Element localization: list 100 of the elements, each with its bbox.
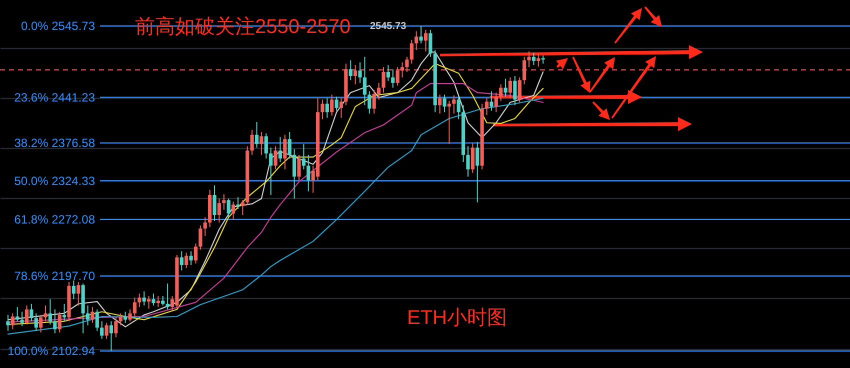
candlestick [250,129,254,156]
candlestick [354,64,358,85]
candlestick [180,250,184,271]
candlestick [72,280,76,300]
candlestick [240,200,244,216]
candlestick [109,320,114,352]
candlestick [490,90,494,112]
candlestick [278,136,282,163]
candlestick [302,144,306,170]
candlestick [382,66,386,94]
candlestick [104,322,108,340]
candlestick [189,250,193,266]
candlestick [405,56,409,72]
candlestick [118,312,122,326]
ref-line-label: 78.6% 2197.70 [14,269,96,284]
candlestick [410,39,414,64]
candlestick [456,96,460,120]
candlestick [90,306,94,324]
candlestick [20,311,24,327]
candlestick [156,296,160,308]
candlestick [24,304,29,325]
candlestick [86,304,90,326]
candlestick [348,60,352,81]
candlestick [334,96,338,112]
candlestick [10,312,14,330]
candlestick [161,296,165,306]
candlestick [362,56,367,106]
candlestick [470,142,474,174]
candlestick [532,52,536,66]
candlestick [198,224,202,250]
candlestick [508,76,512,99]
candlestick [466,146,470,178]
candlestick [452,94,456,114]
candlestick [226,198,230,218]
candlestick [16,306,20,322]
candlestick [494,92,498,113]
candlestick [128,308,132,322]
candlestick [34,312,38,332]
candlestick [254,122,259,148]
candlestick [522,56,526,85]
candlestick [146,296,151,310]
candlestick [292,148,296,200]
candlestick [100,320,104,340]
candlestick [203,216,207,237]
ref-line-label: 100.0% 2102.94 [8,344,96,358]
candlestick [166,283,170,310]
candlestick [152,293,156,306]
candlestick [44,304,48,322]
candlestick [476,141,480,203]
candlestick [325,98,329,118]
ref-line-label: 38.2% 2376.58 [14,136,96,150]
ref-line-label: 0.0% 2545.73 [20,19,96,34]
candlestick [30,303,34,322]
candlestick [236,196,240,210]
candlestick [288,131,292,159]
candlestick [536,52,540,67]
candlestick [391,68,395,88]
candlestick [53,308,57,334]
ref-line-label: 23.6% 2441.23 [14,90,96,104]
candlestick [400,62,404,78]
candlestick [527,50,531,68]
candlestick [184,252,188,269]
candlestick [260,131,264,156]
candlestick [499,84,503,102]
candlestick [274,146,278,170]
candlestick [39,314,43,333]
candlestick [231,201,236,220]
candlestick [442,94,446,113]
ref-line-label: 61.8% 2272.08 [14,212,96,226]
candlestick [504,78,508,98]
candlestick [368,90,372,114]
candlestick [138,293,142,308]
candlestick [372,89,376,114]
candlestick [194,243,198,264]
candlestick [396,66,400,86]
candlestick [283,134,287,170]
annotation: ETH小时图 [407,307,507,329]
candlestick [95,308,99,332]
candlestick [424,29,428,52]
candlestick [48,298,52,325]
candlestick [269,147,273,196]
candlestick [386,64,390,82]
candlestick [212,184,216,222]
candlestick [484,98,489,116]
candlestick [217,198,221,223]
candlestick [518,76,522,103]
ref-line-label: 50.0% 2324.33 [14,174,96,188]
candlestick [358,62,362,84]
candlestick [438,94,442,114]
candlestick [58,311,62,333]
candlestick [222,194,226,210]
candlestick [114,316,118,338]
candlestick [132,297,137,318]
candlestick [142,290,146,306]
candlestick [428,29,432,58]
candlestick [264,132,268,159]
candlestick [124,311,128,324]
candlestick [297,154,301,181]
candlestick [377,82,381,100]
candlestick [320,99,324,120]
